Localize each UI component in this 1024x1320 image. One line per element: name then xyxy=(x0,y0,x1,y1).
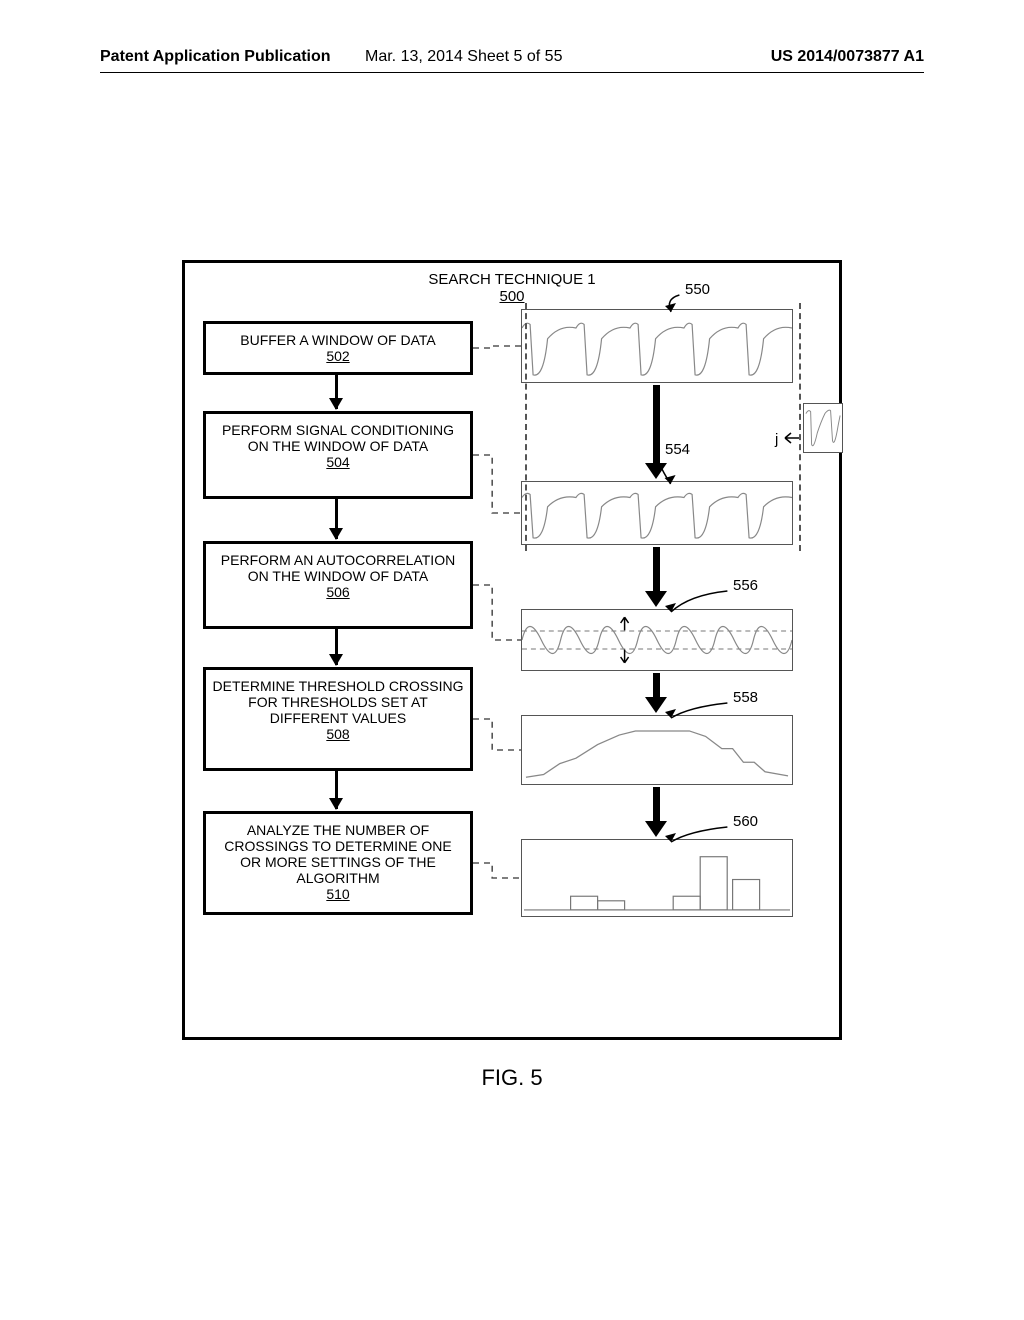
flow-box-502: BUFFER A WINDOW OF DATA502 xyxy=(203,321,473,375)
flow-arrow xyxy=(335,499,338,539)
flow-box-506: PERFORM AN AUTOCORRELATION ON THE WINDOW… xyxy=(203,541,473,629)
lead-line xyxy=(665,585,761,636)
lead-line xyxy=(665,289,713,336)
lead-line xyxy=(653,449,705,508)
lead-line xyxy=(665,697,761,742)
flow-arrow xyxy=(335,629,338,665)
title-number: 500 xyxy=(428,288,595,305)
dashed-connector xyxy=(473,342,521,352)
flow-box-504: PERFORM SIGNAL CONDITIONING ON THE WINDO… xyxy=(203,411,473,499)
flow-box-number: 508 xyxy=(212,726,464,742)
flow-box-number: 504 xyxy=(212,454,464,470)
dashed-connector xyxy=(473,581,521,644)
header-middle: Mar. 13, 2014 Sheet 5 of 55 xyxy=(365,48,562,66)
flow-arrow xyxy=(335,375,338,409)
dashed-connector xyxy=(473,451,521,517)
flow-box-text: BUFFER A WINDOW OF DATA xyxy=(212,332,464,348)
j-label: j xyxy=(775,431,778,448)
diagram-title: SEARCH TECHNIQUE 1 500 xyxy=(428,271,595,305)
lead-line xyxy=(665,821,761,866)
graph-550 xyxy=(521,309,793,383)
flow-box-number: 506 xyxy=(212,584,464,600)
dashed-connector xyxy=(473,715,521,754)
flow-box-508: DETERMINE THRESHOLD CROSSING FOR THRESHO… xyxy=(203,667,473,771)
flow-arrow xyxy=(335,771,338,809)
header-rule xyxy=(100,72,924,73)
flow-box-number: 502 xyxy=(212,348,464,364)
flow-box-text: ANALYZE THE NUMBER OF CROSSINGS TO DETER… xyxy=(212,822,464,886)
title-text: SEARCH TECHNIQUE 1 xyxy=(428,271,595,288)
dashed-connector xyxy=(473,859,521,882)
flow-box-text: DETERMINE THRESHOLD CROSSING FOR THRESHO… xyxy=(212,678,464,726)
dashed-vertical-right xyxy=(799,303,801,551)
header-right: US 2014/0073877 A1 xyxy=(771,48,924,66)
dashed-vertical-left xyxy=(525,303,527,551)
flow-box-510: ANALYZE THE NUMBER OF CROSSINGS TO DETER… xyxy=(203,811,473,915)
header-left: Patent Application Publication xyxy=(100,48,331,66)
flow-box-text: PERFORM AN AUTOCORRELATION ON THE WINDOW… xyxy=(212,552,464,584)
flow-box-text: PERFORM SIGNAL CONDITIONING ON THE WINDO… xyxy=(212,422,464,454)
figure-caption: FIG. 5 xyxy=(0,1065,1024,1091)
diagram-frame: SEARCH TECHNIQUE 1 500 BUFFER A WINDOW O… xyxy=(182,260,842,1040)
flow-box-number: 510 xyxy=(212,886,464,902)
small-graph-j xyxy=(803,403,843,453)
